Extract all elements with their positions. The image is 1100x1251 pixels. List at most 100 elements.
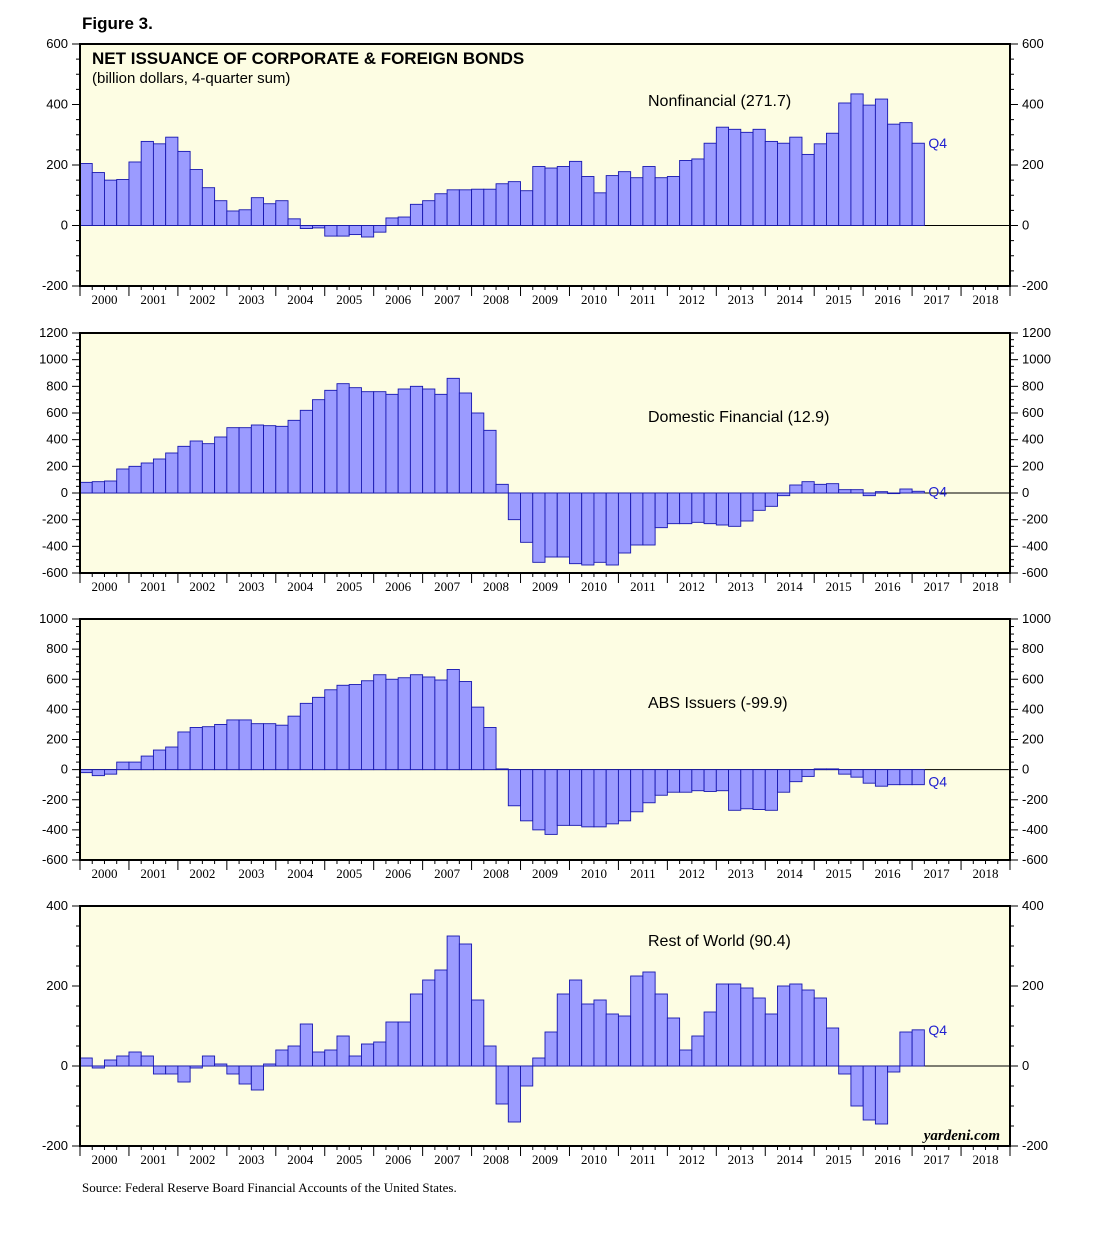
bar-rest-of-world-55 [752, 997, 766, 1067]
bar-abs-issuers-35 [507, 769, 521, 807]
y-tick-label-right: 1200 [1022, 325, 1051, 340]
bar-abs-issuers-17 [287, 715, 301, 771]
bar-nonfinancial-54 [740, 131, 754, 226]
bar-nonfinancial-58 [789, 136, 803, 226]
y-tick-label-left: 0 [61, 485, 68, 500]
x-year-label: 2000 [91, 292, 117, 307]
bar-domestic-financial-0 [79, 481, 93, 494]
chart-panel-2: -600 -600 -400 -400 -200 -200 0 0 200 200 400 400 60… [39, 325, 1051, 594]
bar-nonfinancial-67 [899, 122, 913, 226]
y-tick-label-left: 800 [46, 641, 68, 656]
x-year-label: 2002 [189, 1152, 215, 1167]
bar-abs-issuers-12 [226, 719, 240, 771]
bar-rest-of-world-13 [238, 1065, 252, 1085]
bar-rest-of-world-49 [679, 1049, 693, 1067]
x-year-label: 2003 [238, 866, 264, 881]
x-year-label: 2001 [140, 866, 166, 881]
y-tick-label-right: -400 [1022, 822, 1048, 837]
bar-nonfinancial-2 [104, 179, 118, 226]
bar-domestic-financial-32 [471, 412, 485, 494]
bar-rest-of-world-2 [104, 1059, 118, 1067]
bar-domestic-financial-64 [862, 492, 876, 497]
bar-abs-issuers-13 [238, 719, 252, 771]
bar-nonfinancial-51 [703, 142, 717, 226]
bar-abs-issuers-48 [666, 769, 681, 793]
bar-rest-of-world-45 [630, 975, 644, 1067]
figure-label: Figure 3. [82, 14, 153, 33]
x-year-label: 2001 [140, 292, 166, 307]
bar-abs-issuers-43 [605, 769, 619, 825]
chart-panel-4: -200 -200 0 0 200 200 400 400 2000 2001 2002 2003 20… [42, 898, 1048, 1167]
bar-domestic-financial-6 [152, 458, 167, 494]
bar-domestic-financial-22 [348, 387, 362, 494]
bar-nonfinancial-39 [556, 166, 570, 226]
bar-nonfinancial-49 [679, 160, 693, 226]
x-year-label: 2012 [679, 1152, 705, 1167]
bar-rest-of-world-21 [336, 1035, 350, 1067]
x-year-label: 2005 [336, 579, 362, 594]
bar-abs-issuers-21 [336, 684, 350, 771]
bar-abs-issuers-22 [348, 684, 362, 771]
bar-nonfinancial-43 [605, 175, 619, 226]
x-year-label: 2017 [924, 1152, 951, 1167]
bar-abs-issuers-34 [495, 768, 509, 771]
bar-rest-of-world-41 [581, 1003, 595, 1067]
bar-abs-issuers-15 [263, 723, 277, 771]
bar-domestic-financial-21 [336, 383, 350, 494]
bar-nonfinancial-56 [764, 140, 778, 226]
bar-rest-of-world-33 [483, 1045, 497, 1067]
bar-abs-issuers-30 [446, 669, 460, 771]
x-year-label: 2016 [875, 866, 902, 881]
bar-domestic-financial-30 [446, 377, 460, 494]
bar-rest-of-world-23 [361, 1043, 375, 1067]
q4-label: Q4 [928, 135, 947, 151]
x-year-label: 2009 [532, 866, 558, 881]
bar-nonfinancial-30 [446, 189, 460, 226]
bar-domestic-financial-60 [813, 483, 827, 494]
bar-domestic-financial-65 [874, 491, 889, 494]
source-note: Source: Federal Reserve Board Financial … [82, 1180, 457, 1195]
y-tick-label-right: -400 [1022, 538, 1048, 553]
bar-abs-issuers-26 [397, 677, 411, 771]
series-label-domestic-financial: Domestic Financial (12.9) [648, 409, 829, 426]
bar-rest-of-world-32 [471, 999, 485, 1067]
x-year-label: 2013 [728, 579, 754, 594]
bar-nonfinancial-0 [79, 163, 93, 226]
bar-abs-issuers-0 [79, 769, 93, 774]
bar-nonfinancial-68 [911, 142, 925, 226]
y-tick-label-right: -600 [1022, 852, 1048, 867]
bar-nonfinancial-14 [250, 197, 265, 226]
bar-domestic-financial-49 [679, 492, 693, 525]
bar-domestic-financial-17 [287, 419, 301, 494]
x-year-label: 2013 [728, 866, 754, 881]
series-label-abs-issuers: ABS Issuers (-99.9) [648, 695, 788, 712]
y-tick-label-right: 0 [1022, 218, 1029, 233]
bar-nonfinancial-20 [324, 225, 338, 237]
bar-domestic-financial-26 [397, 388, 411, 494]
y-tick-label-right: 600 [1022, 671, 1044, 686]
x-year-label: 2012 [679, 292, 705, 307]
x-year-label: 2010 [581, 579, 607, 594]
bar-rest-of-world-3 [116, 1055, 130, 1067]
y-tick-label-left: -400 [42, 822, 68, 837]
bar-nonfinancial-17 [287, 218, 301, 226]
x-year-label: 2016 [875, 292, 902, 307]
bar-rest-of-world-58 [789, 983, 803, 1067]
bar-abs-issuers-9 [189, 727, 203, 771]
bar-nonfinancial-61 [826, 132, 840, 226]
bar-nonfinancial-21 [336, 225, 350, 237]
x-year-label: 2006 [385, 292, 412, 307]
x-year-label: 2016 [875, 1152, 902, 1167]
bar-nonfinancial-46 [642, 166, 656, 226]
bar-rest-of-world-56 [764, 1013, 778, 1067]
bar-abs-issuers-59 [801, 769, 815, 777]
watermark: yardeni.com [922, 1128, 1000, 1144]
bar-domestic-financial-55 [752, 492, 766, 511]
bar-rest-of-world-66 [887, 1065, 901, 1073]
bar-nonfinancial-23 [361, 225, 375, 238]
bar-domestic-financial-31 [458, 392, 473, 494]
y-tick-label-right: 0 [1022, 485, 1029, 500]
bar-abs-issuers-40 [569, 769, 583, 826]
y-tick-label-left: -200 [42, 512, 68, 527]
bar-abs-issuers-3 [116, 761, 130, 771]
